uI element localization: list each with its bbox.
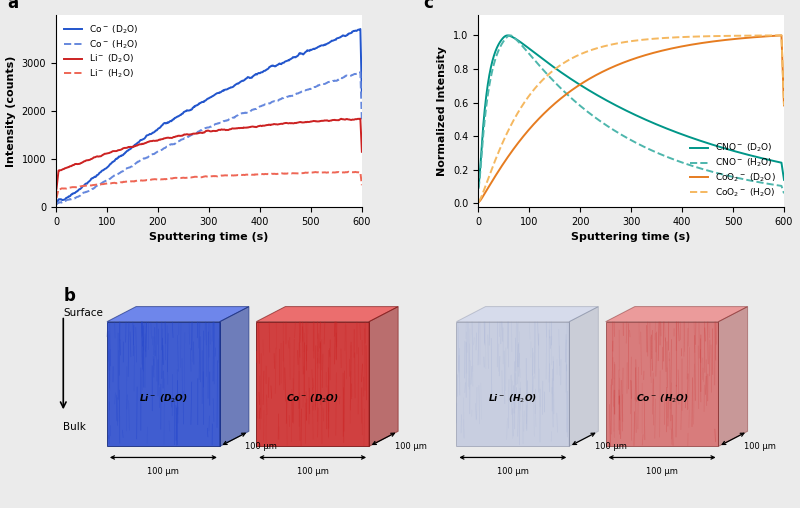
- Polygon shape: [606, 307, 748, 322]
- Polygon shape: [107, 322, 220, 447]
- Text: 100 μm: 100 μm: [594, 442, 626, 451]
- Text: Bulk: Bulk: [63, 422, 86, 432]
- Text: Co$^-$ (H$_2$O): Co$^-$ (H$_2$O): [636, 393, 689, 405]
- Legend: Co$^-$ (D$_2$O), Co$^-$ (H$_2$O), Li$^-$ (D$_2$O), Li$^-$ (H$_2$O): Co$^-$ (D$_2$O), Co$^-$ (H$_2$O), Li$^-$…: [61, 20, 142, 84]
- Text: 100 μm: 100 μm: [646, 466, 678, 475]
- Legend: CNO$^-$ (D$_2$O), CNO$^-$ (H$_2$O), CoO$_2$$^-$ (D$_2$O), CoO$_2$$^-$ (H$_2$O): CNO$^-$ (D$_2$O), CNO$^-$ (H$_2$O), CoO$…: [686, 138, 779, 202]
- Polygon shape: [220, 307, 249, 447]
- Polygon shape: [369, 307, 398, 447]
- Text: c: c: [423, 0, 433, 12]
- Text: 100 μm: 100 μm: [297, 466, 329, 475]
- Text: 100 μm: 100 μm: [246, 442, 277, 451]
- X-axis label: Sputtering time (s): Sputtering time (s): [571, 232, 690, 242]
- Text: 100 μm: 100 μm: [147, 466, 179, 475]
- Y-axis label: Intensity (counts): Intensity (counts): [6, 55, 16, 167]
- Text: a: a: [7, 0, 18, 12]
- Polygon shape: [107, 307, 249, 322]
- Text: Li$^-$ (H$_2$O): Li$^-$ (H$_2$O): [488, 393, 538, 405]
- Text: Co$^-$ (D$_2$O): Co$^-$ (D$_2$O): [286, 393, 339, 405]
- Y-axis label: Normalized Intensity: Normalized Intensity: [438, 46, 447, 176]
- Text: b: b: [63, 288, 75, 305]
- X-axis label: Sputtering time (s): Sputtering time (s): [150, 232, 269, 242]
- Polygon shape: [718, 307, 748, 447]
- Polygon shape: [256, 322, 369, 447]
- Text: 100 μm: 100 μm: [394, 442, 426, 451]
- Polygon shape: [256, 307, 398, 322]
- Text: 100 μm: 100 μm: [744, 442, 776, 451]
- Polygon shape: [606, 322, 718, 447]
- Text: Surface: Surface: [63, 307, 103, 318]
- Polygon shape: [456, 307, 598, 322]
- Polygon shape: [456, 322, 570, 447]
- Text: 100 μm: 100 μm: [497, 466, 529, 475]
- Text: Li$^-$ (D$_2$O): Li$^-$ (D$_2$O): [139, 393, 188, 405]
- Polygon shape: [570, 307, 598, 447]
